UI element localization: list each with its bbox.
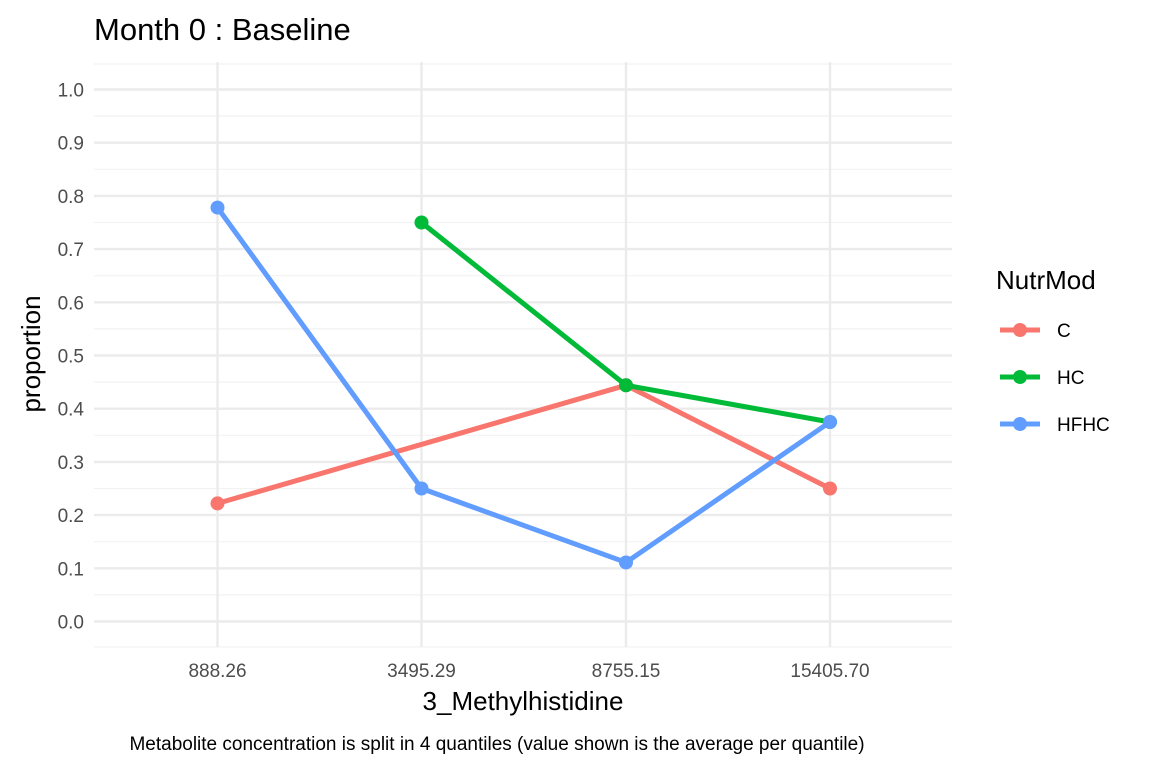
- y-axis-title: proportion: [16, 295, 46, 412]
- legend-key-point: [1013, 323, 1027, 337]
- legend-label: HFHC: [1057, 415, 1110, 436]
- x-axis-title: 3_Methylhistidine: [423, 686, 624, 716]
- data-point-c: [210, 496, 225, 511]
- data-point-hfhc: [210, 200, 225, 215]
- legend-label: HC: [1057, 368, 1084, 389]
- chart-caption: Metabolite concentration is split in 4 q…: [129, 734, 864, 755]
- grid: [94, 62, 952, 648]
- data-point-c: [823, 481, 837, 496]
- legend-key-point: [1013, 370, 1027, 384]
- data-point-hfhc: [823, 415, 837, 429]
- y-tick-label: 0.9: [58, 134, 84, 155]
- y-tick-label: 1.0: [58, 81, 84, 102]
- legend-key-point: [1013, 417, 1027, 431]
- data-point-hc: [619, 378, 633, 393]
- x-tick-label: 888.26: [188, 661, 246, 682]
- series-hfhc: [210, 200, 837, 570]
- series-c: [210, 378, 837, 511]
- x-tick-label: 3495.29: [387, 661, 456, 682]
- series-layer: [210, 200, 837, 570]
- x-tick-label: 8755.15: [592, 661, 661, 682]
- y-tick-label: 0.3: [58, 453, 84, 474]
- y-tick-label: 0.1: [58, 559, 84, 580]
- legend-label: C: [1057, 321, 1071, 342]
- legend: NutrMod C HC HFHC: [996, 265, 1110, 436]
- y-tick-label: 0.6: [58, 293, 84, 314]
- y-tick-label: 0.4: [58, 400, 85, 421]
- data-point-hfhc: [414, 481, 429, 496]
- y-tick-label: 0.5: [58, 347, 84, 368]
- y-tick-label: 0.8: [58, 187, 84, 208]
- series-line-hfhc: [215, 206, 832, 565]
- data-point-hfhc: [619, 555, 633, 570]
- y-tick-label: 0.7: [58, 240, 84, 261]
- chart-title: Month 0 : Baseline: [94, 12, 351, 47]
- x-tick-labels: 888.26 3495.29 8755.15 15405.70: [188, 661, 869, 682]
- x-tick-label: 15405.70: [790, 661, 869, 682]
- y-tick-label: 0.0: [58, 613, 84, 634]
- data-point-hc: [414, 215, 429, 230]
- y-tick-label: 0.2: [58, 506, 84, 527]
- legend-title: NutrMod: [996, 265, 1096, 295]
- y-tick-labels: 0.0 0.1 0.2 0.3 0.4 0.5 0.6 0.7 0.8 0.9 1.0: [58, 81, 85, 634]
